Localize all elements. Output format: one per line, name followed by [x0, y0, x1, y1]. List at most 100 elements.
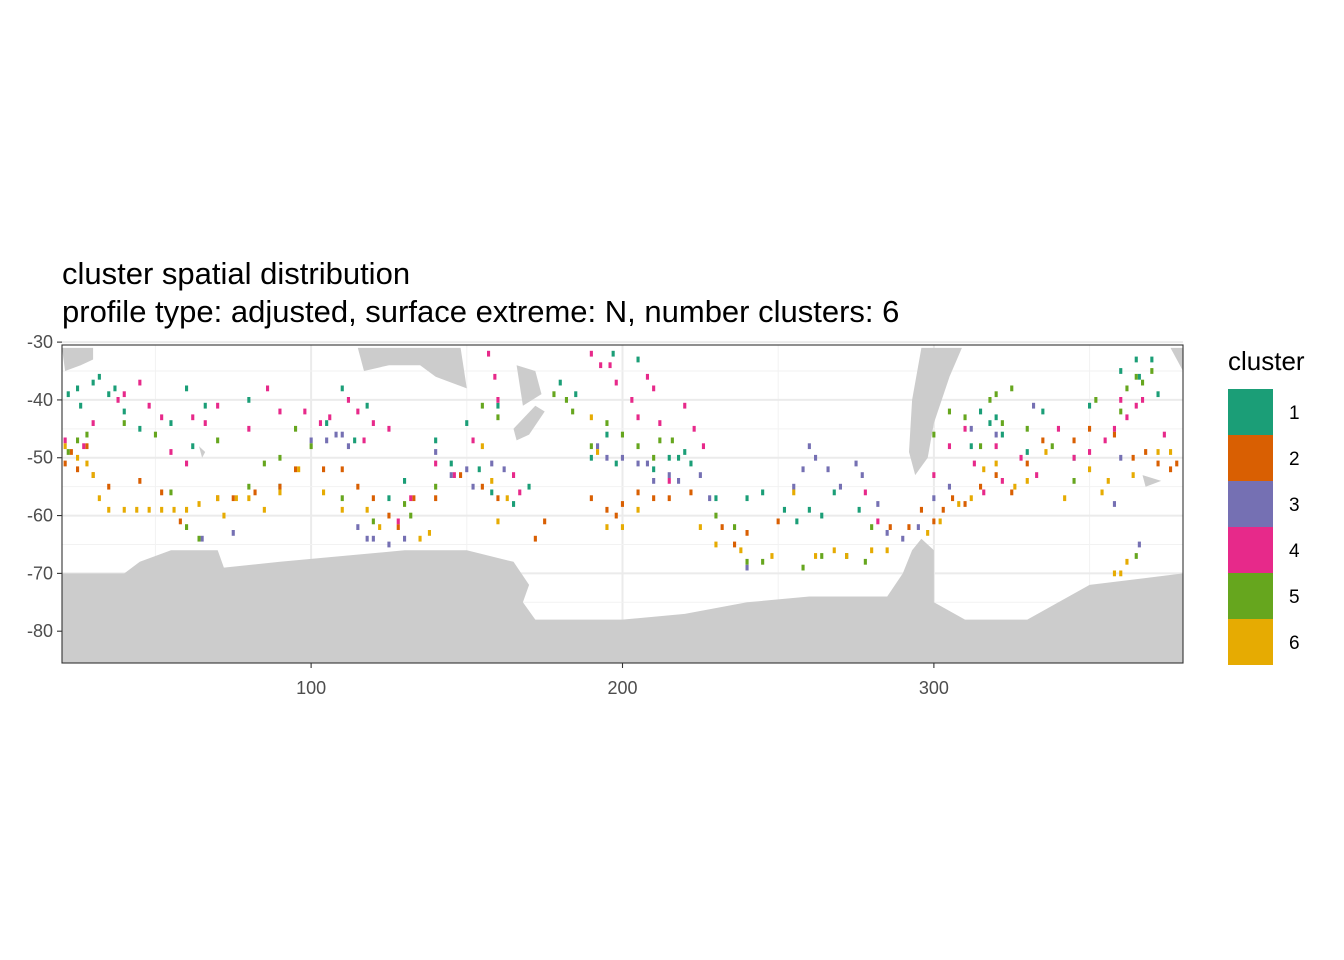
cluster-1-cell [449, 460, 453, 467]
cluster-1-cell [1088, 402, 1092, 409]
legend-label-6: 6 [1289, 633, 1300, 654]
cluster-3-cell [885, 530, 889, 536]
y-tick-label: -60 [27, 506, 53, 526]
cluster-4-cell [589, 350, 593, 357]
cluster-4-cell [1072, 454, 1076, 461]
cluster-4-cell [452, 472, 456, 478]
land-polygon [513, 405, 545, 441]
cluster-6-cell [340, 506, 344, 513]
cluster-5-cell [820, 553, 824, 559]
cluster-3-cell [346, 443, 351, 450]
cluster-4-cell [328, 414, 332, 421]
cluster-1-cell [761, 489, 765, 496]
cluster-4-cell [608, 362, 612, 369]
cluster-5-cell [185, 524, 189, 530]
cluster-3-cell [620, 454, 625, 461]
cluster-5-cell [761, 558, 765, 565]
cluster-4-cell [278, 408, 282, 415]
cluster-6-cell [91, 472, 95, 478]
cluster-2-cell [63, 460, 67, 467]
cluster-4-cell [636, 414, 640, 421]
cluster-3-cell [387, 541, 391, 548]
cluster-1-cell [677, 454, 681, 461]
cluster-5-cell [932, 431, 936, 438]
cluster-5-cell [863, 558, 867, 565]
cluster-6-cell [636, 506, 640, 513]
cluster-2-cell [356, 483, 360, 490]
cluster-2-cell [620, 501, 625, 507]
cluster-5-cell [66, 449, 70, 455]
cluster-3-cell [708, 495, 712, 502]
cluster-6-cell [1125, 558, 1129, 565]
cluster-5-cell [1025, 425, 1029, 432]
cluster-6-cell [714, 541, 718, 548]
cluster-2-cell [652, 495, 656, 502]
cluster-6-cell [589, 414, 593, 421]
cluster-1-cell [122, 408, 126, 415]
cluster-5-cell [552, 391, 556, 398]
cluster-6-cell [378, 524, 382, 530]
cluster-5-cell [1010, 385, 1014, 392]
legend-label-4: 4 [1289, 541, 1300, 562]
cluster-2-cell [589, 495, 593, 502]
cluster-6-cell [1112, 570, 1117, 577]
cluster-6-cell [1106, 478, 1110, 484]
cluster-4-cell [160, 414, 164, 421]
cluster-6-cell [596, 449, 600, 455]
cluster-4-cell [371, 420, 375, 426]
cluster-1-cell [558, 379, 562, 386]
cluster-3-cell [403, 535, 407, 542]
cluster-6-cell [792, 489, 796, 496]
cluster-2-cell [994, 472, 998, 478]
x-tick-label: 100 [296, 678, 326, 698]
cluster-1-cell [527, 483, 531, 490]
cluster-4-cell [185, 460, 189, 467]
cluster-5-cell [1141, 379, 1145, 386]
cluster-2-cell [533, 535, 537, 542]
cluster-6-cell [63, 443, 67, 450]
cluster-1-cell [795, 518, 799, 525]
cluster-3-cell [309, 437, 313, 444]
cluster-6-cell [278, 489, 282, 496]
land-polygon [516, 365, 542, 406]
cluster-6-cell [135, 506, 139, 513]
cluster-2-cell [1175, 460, 1179, 467]
cluster-3-cell [371, 535, 375, 542]
cluster-4-cell [982, 489, 986, 496]
cluster-4-cell [409, 495, 413, 502]
legend-keys: 1 2 3 4 5 6 [1228, 389, 1300, 665]
cluster-1-cell [820, 512, 824, 519]
legend-key-2 [1228, 435, 1273, 481]
cluster-6-cell [107, 506, 111, 513]
y-axis: -30 -40 -50 -60 -70 -80 [27, 332, 62, 641]
cluster-6-cell [770, 553, 774, 559]
plot-panel [61, 341, 1184, 664]
legend-label-1: 1 [1289, 403, 1300, 424]
cluster-1-cell [605, 431, 609, 438]
cluster-3-cell [860, 472, 864, 478]
cluster-4-cell [318, 420, 323, 426]
cluster-1-cell [745, 495, 749, 502]
legend-label-2: 2 [1289, 449, 1300, 470]
cluster-3-cell [200, 535, 204, 542]
cluster-5-cell [434, 483, 438, 490]
cluster-5-cell [963, 414, 967, 421]
cluster-4-cell [471, 437, 475, 444]
cluster-4-cell [266, 385, 270, 392]
cluster-6-cell [1044, 449, 1048, 455]
cluster-4-cell [876, 518, 880, 525]
cluster-2-cell [907, 524, 911, 530]
cluster-5-cell [571, 408, 575, 415]
cluster-1-cell [76, 385, 80, 392]
cluster-6-cell [160, 506, 164, 513]
cluster-4-cell [203, 420, 207, 426]
cluster-2-cell [322, 466, 326, 473]
cluster-4-cell [1162, 431, 1166, 438]
cluster-2-cell [1169, 466, 1173, 473]
chart-title: cluster spatial distribution [62, 256, 410, 291]
cluster-5-cell [658, 437, 662, 444]
y-tick-label: -30 [27, 332, 53, 352]
cluster-2-cell [480, 483, 484, 490]
cluster-3-cell [605, 454, 609, 461]
cluster-1-cell [191, 443, 195, 450]
